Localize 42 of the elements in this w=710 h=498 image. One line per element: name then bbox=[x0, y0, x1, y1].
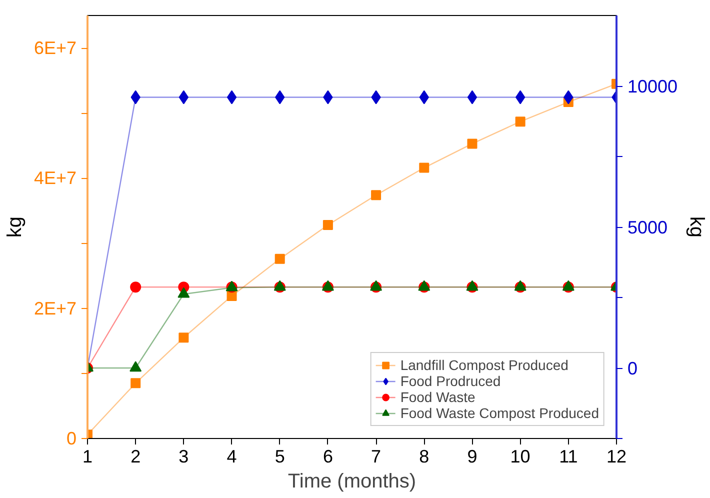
x-tick-label: 10 bbox=[510, 446, 530, 466]
y2-axis-title: kg bbox=[686, 216, 708, 238]
point bbox=[130, 378, 141, 388]
y2-tick-label: 0 bbox=[628, 358, 638, 378]
point bbox=[130, 282, 142, 293]
y-tick-label: 6E+7 bbox=[34, 38, 77, 58]
point bbox=[178, 287, 190, 298]
point bbox=[322, 220, 333, 230]
y-axis-title: kg bbox=[4, 216, 26, 238]
legend-label: Food Waste bbox=[400, 389, 476, 405]
legend-label: Landfill Compost Produced bbox=[400, 357, 568, 373]
legend-label: Food Prodruced bbox=[400, 373, 501, 389]
x-tick-label: 12 bbox=[606, 446, 627, 466]
point bbox=[467, 138, 478, 149]
x-tick-label: 2 bbox=[130, 446, 141, 466]
point bbox=[515, 116, 526, 127]
y-tick-label: 0 bbox=[66, 428, 77, 448]
x-tick-label: 8 bbox=[419, 446, 430, 466]
x-tick-label: 11 bbox=[559, 446, 578, 466]
x-tick-label: 6 bbox=[322, 446, 333, 466]
point bbox=[130, 361, 142, 372]
point bbox=[226, 290, 237, 301]
point bbox=[226, 90, 237, 104]
x-tick-label: 1 bbox=[82, 446, 93, 466]
y-tick-label: 2E+7 bbox=[34, 298, 77, 318]
y2-tick-label: 10000 bbox=[628, 76, 678, 96]
point bbox=[178, 332, 189, 343]
point bbox=[274, 254, 285, 264]
point bbox=[419, 162, 430, 173]
legend-label: Food Waste Compost Produced bbox=[400, 405, 599, 421]
x-tick-label: 4 bbox=[226, 446, 237, 466]
x-tick-label: 9 bbox=[467, 446, 478, 466]
x-tick-label: 3 bbox=[178, 446, 189, 466]
y-tick-label: 4E+7 bbox=[34, 168, 77, 188]
y2-tick-label: 5000 bbox=[628, 218, 668, 238]
x-tick-label: 7 bbox=[371, 446, 382, 466]
point bbox=[371, 190, 382, 200]
point bbox=[515, 90, 526, 104]
x-tick-label: 5 bbox=[274, 446, 285, 466]
point bbox=[467, 90, 478, 104]
x-axis-title: Time (months) bbox=[288, 470, 416, 492]
point bbox=[178, 90, 189, 104]
